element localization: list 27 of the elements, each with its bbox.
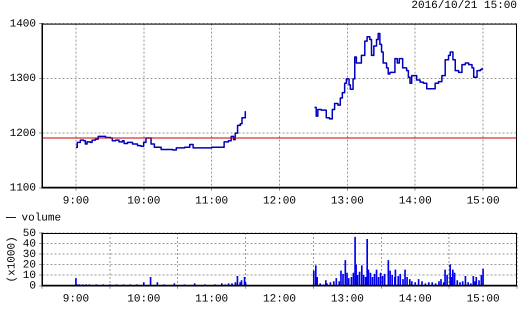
legend-label: volume [22,212,62,224]
x-tick-label: 15:00 [466,293,500,306]
x-tick-label: 11:00 [195,195,228,208]
x-tick-label: 10:00 [127,195,160,208]
x-tick-label: 12:00 [262,293,296,306]
x-tick-label: 14:00 [398,195,432,208]
x-tick-label: 10:00 [127,293,160,306]
y-tick-label: 1300 [10,73,36,86]
y-tick-label: 1200 [10,128,36,140]
x-tick-label: 9:00 [62,293,90,306]
y-tick-label: 20 [22,260,36,272]
x-tick-label: 15:00 [466,195,500,208]
y-tick-label: 40 [22,238,36,250]
y-tick-label: 10 [22,270,36,282]
y-tick-label: 0 [29,280,36,293]
x-tick-label: 14:00 [398,293,432,306]
y-tick-label: 1100 [10,182,36,195]
chart-subtitle: 2016/10/21 15:00 [411,0,517,12]
x-tick-label: 9:00 [62,195,90,208]
y-axis-title: (x1000) [6,236,19,283]
y-tick-label: 50 [22,228,36,240]
y-tick-label: 30 [22,249,36,262]
x-tick-label: 11:00 [195,293,228,306]
x-tick-label: 13:00 [330,195,364,208]
y-tick-label: 1400 [10,18,36,31]
x-tick-label: 12:00 [262,195,296,208]
x-tick-label: 13:00 [330,293,364,306]
